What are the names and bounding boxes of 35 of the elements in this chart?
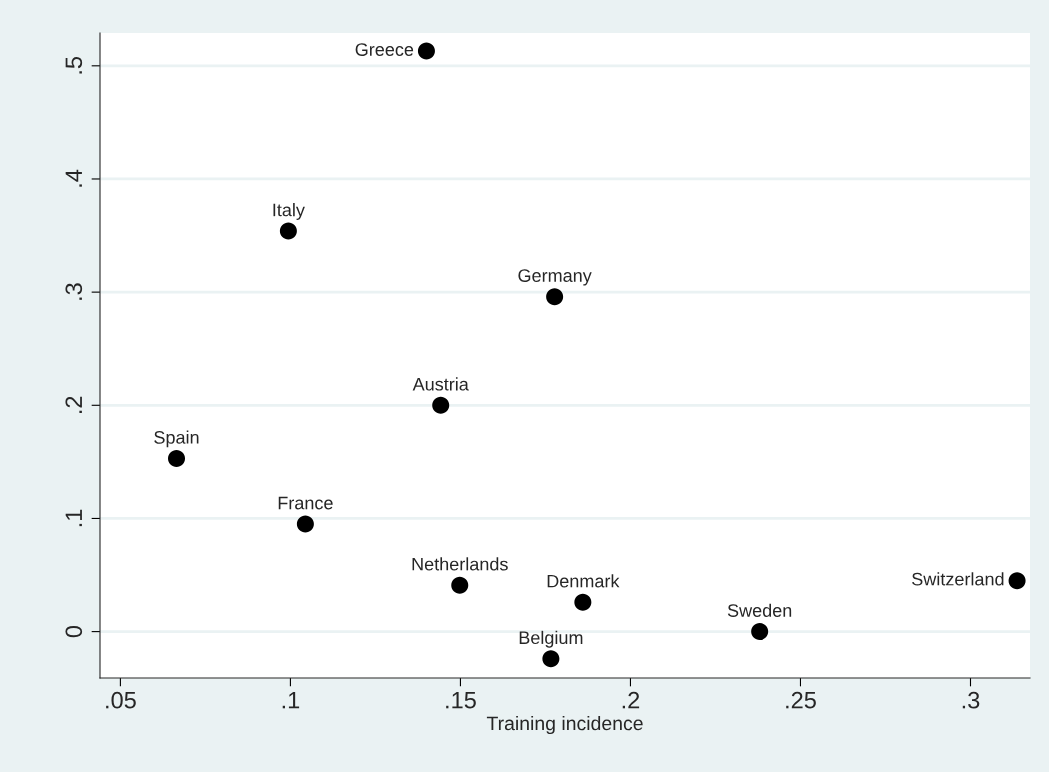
annotation: Belgium [519, 630, 583, 648]
x-tick-label: .25 [786, 691, 816, 709]
y-tick-label: .3 [65, 283, 83, 300]
y-tick-label: .2 [65, 396, 82, 413]
point [417, 42, 435, 60]
x-tick-label: .1 [282, 692, 300, 709]
annotation: France [278, 496, 333, 510]
annotation: Austria [412, 377, 469, 391]
point [432, 396, 450, 414]
annotation: Switzerland [912, 572, 1004, 586]
annotation: Germany [518, 269, 592, 286]
y-tick-label: .4 [65, 169, 82, 187]
point [574, 593, 592, 611]
point [546, 288, 564, 306]
annotation: Denmark [547, 574, 620, 588]
point [279, 222, 297, 240]
y-tick-label: 0 [65, 625, 83, 638]
annotation: Italy [273, 203, 305, 220]
x-tick-label: .15 [446, 692, 476, 709]
annotation: Netherlands [412, 557, 508, 571]
y-tick-label: .1 [65, 509, 82, 527]
annotation: Greece [355, 43, 414, 56]
point [1008, 572, 1026, 590]
point [542, 650, 560, 668]
point [296, 515, 314, 533]
x-tick-label: .05 [106, 691, 136, 709]
x-axis-title: Training incidence [486, 715, 643, 735]
x-tick-label: .2 [622, 691, 640, 709]
annotation: Spain [154, 430, 199, 448]
x-tick-label: .3 [962, 691, 980, 709]
point [751, 623, 769, 641]
annotation: Sweden [727, 603, 792, 617]
y-tick-label: .5 [65, 56, 83, 74]
point [168, 449, 186, 467]
point [451, 576, 469, 594]
